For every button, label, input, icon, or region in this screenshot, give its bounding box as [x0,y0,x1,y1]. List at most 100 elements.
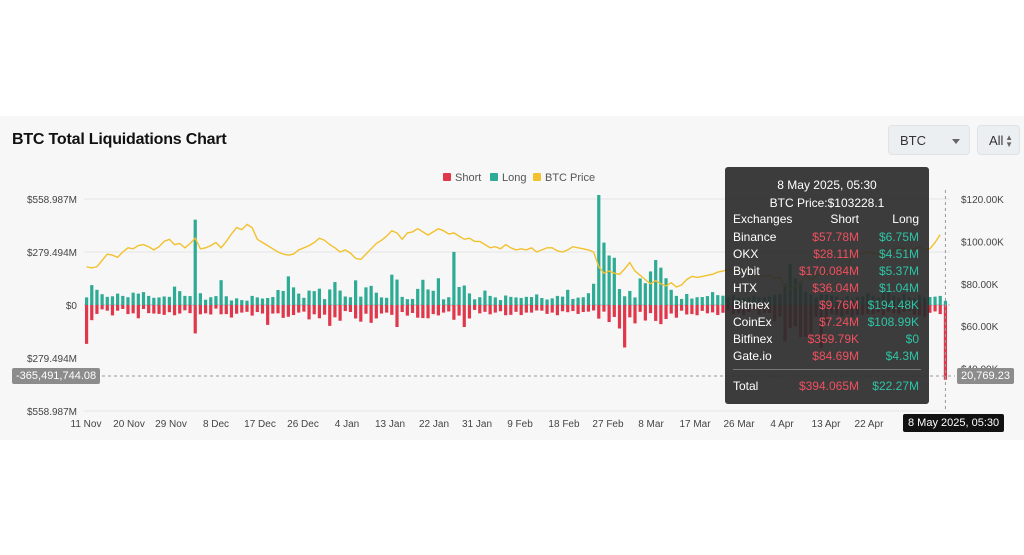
short-bar [659,305,663,325]
long-bar [136,293,140,305]
short-bar [333,305,337,318]
short-bar [452,305,456,320]
long-bar [488,295,492,305]
crosshair-right-value: 20,769.23 [957,368,1014,384]
tooltip-short-value: $9.76M [818,298,859,312]
long-bar [447,297,451,305]
coin-select[interactable]: BTC [888,125,970,155]
long-bar [198,293,203,305]
long-bar [493,297,497,305]
long-bar [147,295,151,305]
long-bar [441,299,446,305]
short-bar [116,305,120,311]
short-bar [147,305,151,314]
long-bar [478,297,482,305]
tooltip-short-value: $57.78M [812,230,859,244]
short-bar [535,305,539,311]
range-select-value: All [989,133,1004,148]
long-bar [483,290,487,305]
y-left-tick: $0 [66,301,78,312]
tooltip-price: BTC Price:$103228.1 [769,196,885,210]
tooltip-exchange: Bitmex [733,298,770,312]
long-bar [178,291,182,305]
short-bar [685,305,689,315]
short-bar [255,305,259,313]
short-bar [188,305,192,314]
tooltip-total-row: Total $394.065M $22.27M [733,379,921,395]
chart-legend[interactable]: Short Long BTC Price [443,172,595,184]
long-bar [452,251,456,305]
short-bar [478,305,482,314]
short-bar [209,305,213,315]
long-bar [260,298,265,305]
long-bar [426,289,430,305]
long-bar [286,276,290,305]
long-bar [240,300,244,305]
short-bar [431,305,435,315]
short-bar [410,305,415,313]
tooltip-long-value: $4.3M [885,349,919,363]
short-bar [297,305,301,313]
short-bar [302,305,306,312]
long-bar [586,293,591,305]
tooltip-date: 8 May 2025, 05:30 [777,178,877,192]
short-bar [271,305,275,314]
long-bar [364,287,368,305]
tooltip-long-value: $108.99K [867,315,919,329]
short-bar [90,305,94,321]
short-bar [400,305,404,313]
tooltip-short-value: $359.79K [807,332,859,346]
long-bar [592,283,596,305]
tooltip-total-short: $394.065M [798,379,859,393]
legend-short-label: Short [455,172,481,184]
short-bar [183,305,187,311]
short-bar [529,305,534,313]
short-bar [405,305,409,316]
crosshair [84,190,955,412]
short-bar [648,305,653,314]
short-bar [710,305,715,313]
tooltip-row: Bitmex $9.76M $194.48K [733,298,921,314]
short-bar [152,305,156,314]
short-bar [592,305,596,311]
short-bar [141,305,146,309]
tooltip-row: CoinEx $7.24M $108.99K [733,315,921,331]
short-bar [473,305,477,310]
range-select[interactable]: All ▲ ▼ [977,125,1020,155]
long-bar [348,297,353,305]
long-bar [354,280,358,305]
short-bar [379,305,384,314]
short-bar [664,305,668,320]
short-bar [250,305,254,316]
short-bar [669,305,673,314]
long-bar [467,293,472,305]
short-bar [110,305,115,316]
long-bar [535,294,539,305]
long-bar [540,297,544,305]
x-tick: 17 Dec [244,419,276,430]
tooltip-long-value: $5.37M [878,264,919,278]
short-bar [84,305,89,344]
y-left-tick: $279.494M [27,354,77,365]
x-tick: 11 Nov [71,419,102,430]
short-bar [369,305,373,323]
long-bar [343,296,347,305]
crosshair-left-value: -365,491,744.08 [12,368,101,384]
tooltip-exchange: Bybit [733,264,760,278]
long-bar [436,278,440,305]
short-bar [95,305,99,314]
short-bar [219,305,223,315]
short-bar [617,305,622,329]
short-bar [266,305,270,325]
tooltip-short-value: $84.69M [812,349,859,363]
short-bar [105,305,109,311]
long-bar [167,296,171,305]
long-bar [369,285,373,305]
long-bar [607,255,611,305]
short-bar [312,305,316,315]
tooltip-exchange: Gate.io [733,349,772,363]
tooltip-short-value: $170.084M [798,264,859,278]
short-bar [214,305,218,309]
long-bar [648,271,653,305]
short-bar [447,305,451,312]
